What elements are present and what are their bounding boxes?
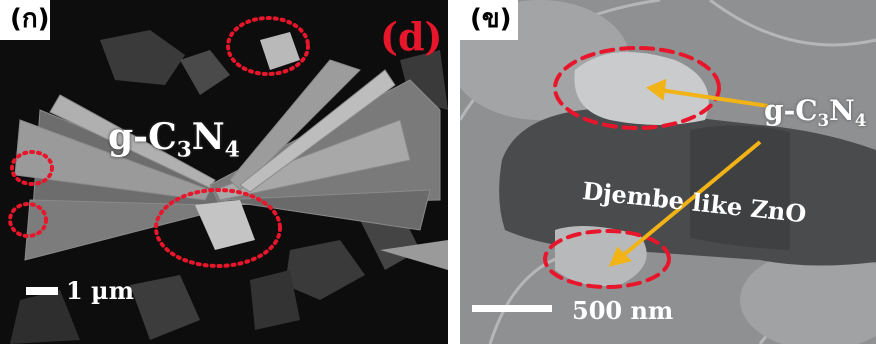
material-label: g-C3N4 [764,94,867,130]
arrow-icon [618,140,762,260]
sem-micrograph [8,16,448,344]
subfigure-label: (d) [380,14,443,59]
tem-micrograph [460,0,876,344]
highlight-ellipse [8,202,48,238]
sem-image-panel: (ก) (d) g-C3N4 1 µm [0,0,448,344]
panel-tag-a: (ก) [0,0,50,40]
arrow-icon [659,88,769,108]
material-label: g-C3N4 [108,116,240,163]
scale-bar-line [26,287,58,295]
highlight-ellipse [10,150,54,186]
highlight-ellipse [543,229,671,289]
arrow-head [608,246,632,267]
highlight-ellipse [226,16,310,76]
highlight-ellipse [154,188,282,268]
scale-bar-label: 500 nm [572,296,674,325]
highlight-ellipse [553,46,721,130]
arrow-head [646,78,667,101]
scale-bar-label: 1 µm [66,276,135,305]
panel-tag-b: (ข) [460,0,518,40]
tem-image-panel: (ข) g-C3N4 Djembe like ZnO 500 nm [460,0,876,344]
scale-bar-line [472,305,552,312]
